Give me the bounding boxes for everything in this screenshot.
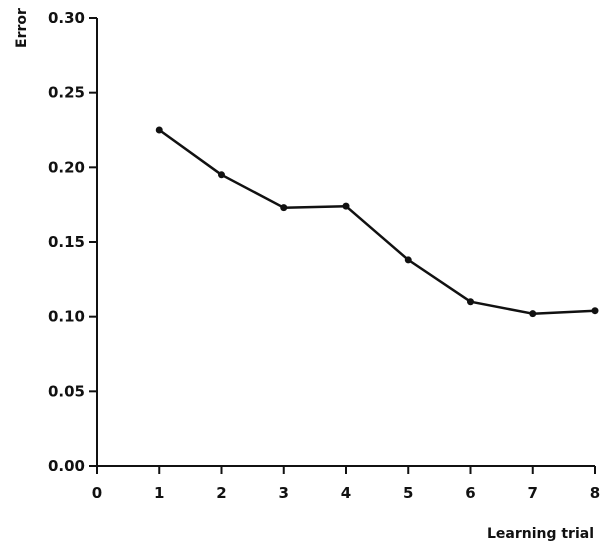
x-axis-title: Learning trial — [487, 526, 594, 542]
y-tick-label: 0.10 — [48, 308, 85, 326]
data-point — [280, 204, 288, 212]
ticks: 0.00 0.05 0.10 0.15 0.20 0.25 0.30 0 1 2 3 4 5 6 7 8 — [48, 9, 600, 502]
data-point — [404, 256, 412, 264]
data-point — [342, 202, 350, 210]
series — [155, 126, 599, 318]
y-tick-label: 0.15 — [48, 233, 85, 251]
x-tick-label: 5 — [403, 484, 413, 502]
series-line — [158, 128, 596, 315]
x-tick-label: 3 — [279, 484, 289, 502]
y-tick-label: 0.30 — [48, 9, 85, 27]
y-tick-label: 0.00 — [48, 457, 85, 475]
y-tick-label: 0.20 — [48, 158, 85, 176]
data-point — [155, 126, 163, 134]
x-tick-label: 1 — [154, 484, 164, 502]
data-point — [467, 298, 474, 306]
data-point — [218, 171, 225, 179]
x-tick-label: 6 — [465, 484, 475, 502]
x-tick-label: 7 — [528, 484, 538, 502]
data-point — [529, 310, 537, 318]
x-tick-label: 2 — [216, 484, 226, 502]
x-tick-label: 4 — [341, 484, 351, 502]
y-tick-label: 0.25 — [48, 84, 85, 102]
y-axis-title: Error — [14, 8, 30, 48]
x-tick-label: 0 — [92, 484, 102, 502]
data-point — [591, 307, 599, 315]
axes — [96, 18, 595, 467]
x-tick-label: 8 — [590, 484, 600, 502]
y-tick-label: 0.05 — [48, 382, 85, 400]
